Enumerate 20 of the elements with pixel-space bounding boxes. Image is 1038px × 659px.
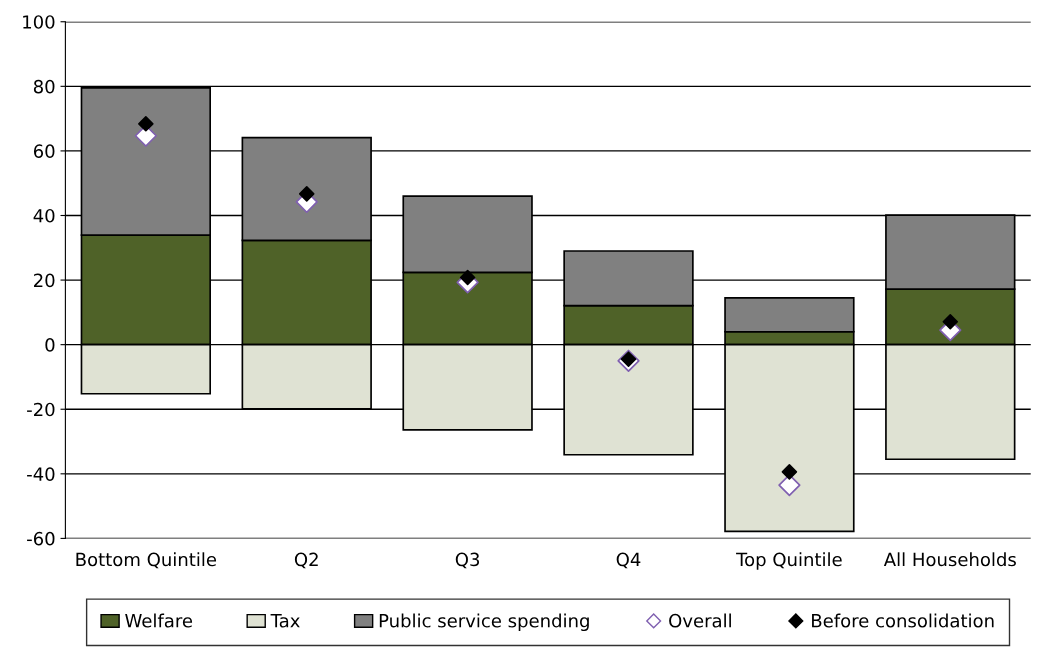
legend-label: Welfare: [125, 613, 193, 628]
x-tick-label: Bottom Quintile: [76, 552, 217, 569]
x-tick-label: All Households: [883, 552, 1016, 567]
y-tick-label: 80: [33, 79, 55, 94]
y-tick-label: -20: [27, 402, 55, 417]
y-tick-label: 60: [33, 144, 55, 159]
y-tick-label: 40: [33, 208, 55, 223]
x-tick-label: Q4: [616, 552, 641, 569]
legend-label: Overall: [669, 613, 731, 628]
x-tick-label: Top Quintile: [736, 552, 842, 570]
legend-label: Public service spending: [379, 613, 589, 632]
legend-label: Before consolidation: [812, 613, 994, 628]
x-tick-label: Q3: [455, 552, 480, 569]
y-tick-label: -40: [27, 467, 55, 481]
x-tick-label: Q2: [294, 552, 318, 569]
y-tick-label: 100: [23, 15, 55, 29]
legend-label: Tax: [270, 614, 300, 628]
y-tick-label: -60: [27, 531, 55, 546]
y-tick-label: 20: [34, 273, 55, 288]
y-tick-label: 0: [45, 338, 55, 352]
